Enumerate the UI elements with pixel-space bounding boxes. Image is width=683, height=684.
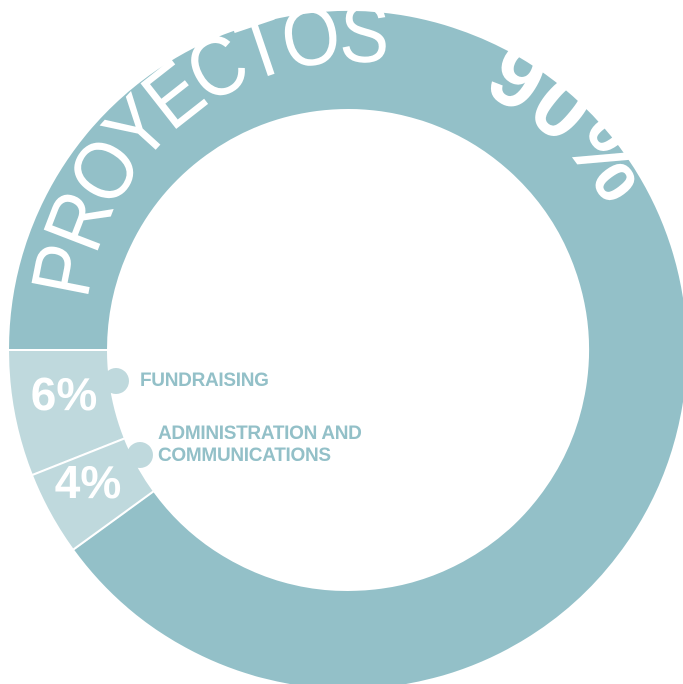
slice-category-label: ADMINISTRATION AND COMMUNICATIONS [158,423,362,466]
slice-category-label: FUNDRAISING [140,370,269,391]
donut-slice [6,9,683,684]
connector-tab [127,442,153,468]
donut-slice [30,437,156,552]
connector-tab [103,368,129,394]
slice-value-label: 4% [55,456,121,508]
slice-value-label: 6% [31,368,97,420]
